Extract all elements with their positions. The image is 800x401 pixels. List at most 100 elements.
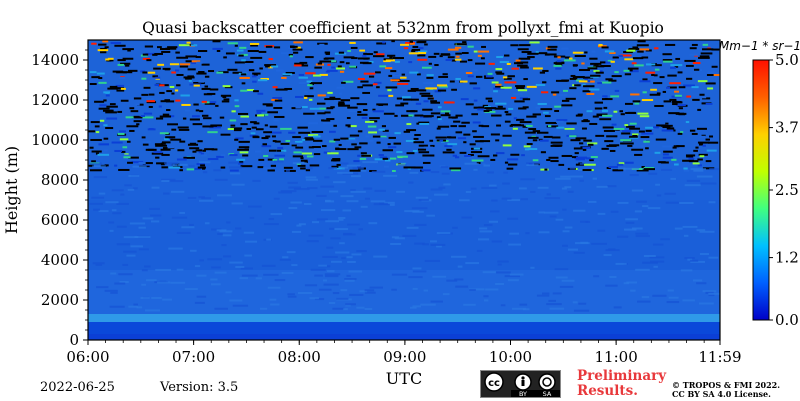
heatmap-cell: [480, 57, 485, 60]
heatmap-cell: [546, 125, 559, 128]
heatmap-cell: [656, 92, 661, 95]
heatmap-cell: [91, 76, 100, 79]
heatmap-cell: [246, 127, 252, 130]
heatmap-cell: [389, 203, 395, 206]
heatmap-cell: [175, 99, 181, 102]
heatmap-cell: [188, 164, 195, 167]
heatmap-cell: [366, 53, 373, 56]
heatmap-cell: [185, 77, 192, 80]
heatmap-cell: [666, 301, 680, 304]
heatmap-cell: [349, 134, 360, 137]
heatmap-cell: [570, 139, 581, 142]
heatmap-cell: [452, 154, 458, 157]
heatmap-cell: [635, 232, 649, 235]
heatmap-cell: [705, 138, 710, 141]
heatmap-cell: [473, 135, 484, 138]
heatmap-cell: [412, 287, 418, 290]
heatmap-cell: [599, 118, 612, 121]
heatmap-cell: [340, 289, 348, 292]
heatmap-cell: [303, 112, 315, 115]
heatmap-cell: [400, 102, 409, 105]
heatmap-cell: [169, 63, 180, 66]
heatmap-cell: [274, 152, 281, 155]
heatmap-cell: [196, 274, 207, 277]
heatmap-cell: [379, 65, 387, 68]
heatmap-cell: [422, 108, 433, 111]
heatmap-cell: [342, 209, 351, 212]
heatmap-cell: [253, 122, 260, 125]
heatmap-cell: [133, 97, 142, 100]
heatmap-cell: [394, 114, 398, 117]
heatmap-cell: [654, 68, 660, 71]
heatmap-cell: [91, 150, 102, 153]
heatmap-cell: [582, 76, 594, 79]
heatmap-cell: [98, 77, 103, 80]
heatmap-cell: [156, 162, 167, 165]
heatmap-cell: [590, 74, 601, 77]
heatmap-cell: [570, 175, 584, 178]
heatmap-cell: [346, 200, 359, 203]
heatmap-cell: [338, 92, 342, 95]
heatmap-cell: [446, 148, 452, 151]
heatmap-cell: [142, 57, 150, 60]
heatmap-cell: [91, 160, 96, 163]
heatmap-cell: [189, 83, 202, 86]
heatmap-cell: [485, 97, 493, 100]
heatmap-cell: [532, 139, 538, 142]
heatmap-cell: [425, 87, 437, 90]
heatmap-cell: [362, 161, 379, 164]
heatmap-cell: [504, 120, 511, 123]
heatmap-cell: [158, 105, 162, 108]
heatmap-cell: [178, 44, 190, 47]
heatmap-cell: [621, 132, 631, 135]
heatmap-cell: [122, 146, 128, 149]
heatmap-cell: [201, 100, 207, 103]
heatmap-cell: [436, 245, 442, 248]
heatmap-cell: [488, 220, 499, 223]
heatmap-cell: [99, 104, 107, 107]
heatmap-cell: [414, 114, 424, 117]
heatmap-cell: [204, 101, 217, 104]
heatmap-cell: [459, 80, 468, 83]
heatmap-cell: [325, 200, 335, 203]
heatmap-cell: [531, 135, 536, 138]
heatmap-cell: [642, 261, 658, 264]
heatmap-cell: [183, 76, 195, 79]
heatmap-cell: [697, 158, 703, 161]
svg-text:cc: cc: [488, 378, 500, 389]
heatmap-cell: [620, 113, 625, 116]
heatmap-cell: [697, 164, 702, 167]
heatmap-cell: [314, 66, 322, 69]
heatmap-cell: [344, 279, 355, 282]
heatmap-cell: [313, 139, 323, 142]
heatmap-cell: [544, 168, 548, 171]
heatmap-cell: [252, 72, 261, 75]
heatmap-cell: [293, 188, 310, 191]
colorbar: [752, 59, 770, 321]
heatmap-cell: [527, 52, 539, 55]
heatmap-cell: [625, 112, 637, 115]
heatmap-cell: [331, 260, 342, 263]
heatmap-cell: [541, 91, 549, 94]
heatmap-cell: [132, 187, 138, 190]
heatmap-cell: [364, 307, 373, 310]
heatmap-cell: [257, 166, 264, 169]
heatmap-cell: [102, 109, 113, 112]
heatmap-cell: [523, 78, 528, 81]
heatmap-cell: [620, 54, 632, 57]
heatmap-cell: [696, 282, 707, 285]
heatmap-cell: [336, 67, 346, 70]
heatmap-cell: [505, 113, 512, 116]
heatmap-cell: [478, 124, 484, 127]
heatmap-cell: [591, 50, 596, 53]
heatmap-cell: [501, 197, 512, 200]
heatmap-cell: [385, 59, 395, 62]
heatmap-cell: [170, 190, 185, 193]
heatmap-cell: [230, 124, 236, 127]
heatmap-cell: [556, 119, 568, 122]
heatmap-cell: [452, 226, 458, 229]
heatmap-cell: [611, 123, 617, 126]
heatmap-cell: [324, 111, 331, 114]
heatmap-cell: [140, 297, 150, 300]
heatmap-cell: [526, 162, 541, 165]
